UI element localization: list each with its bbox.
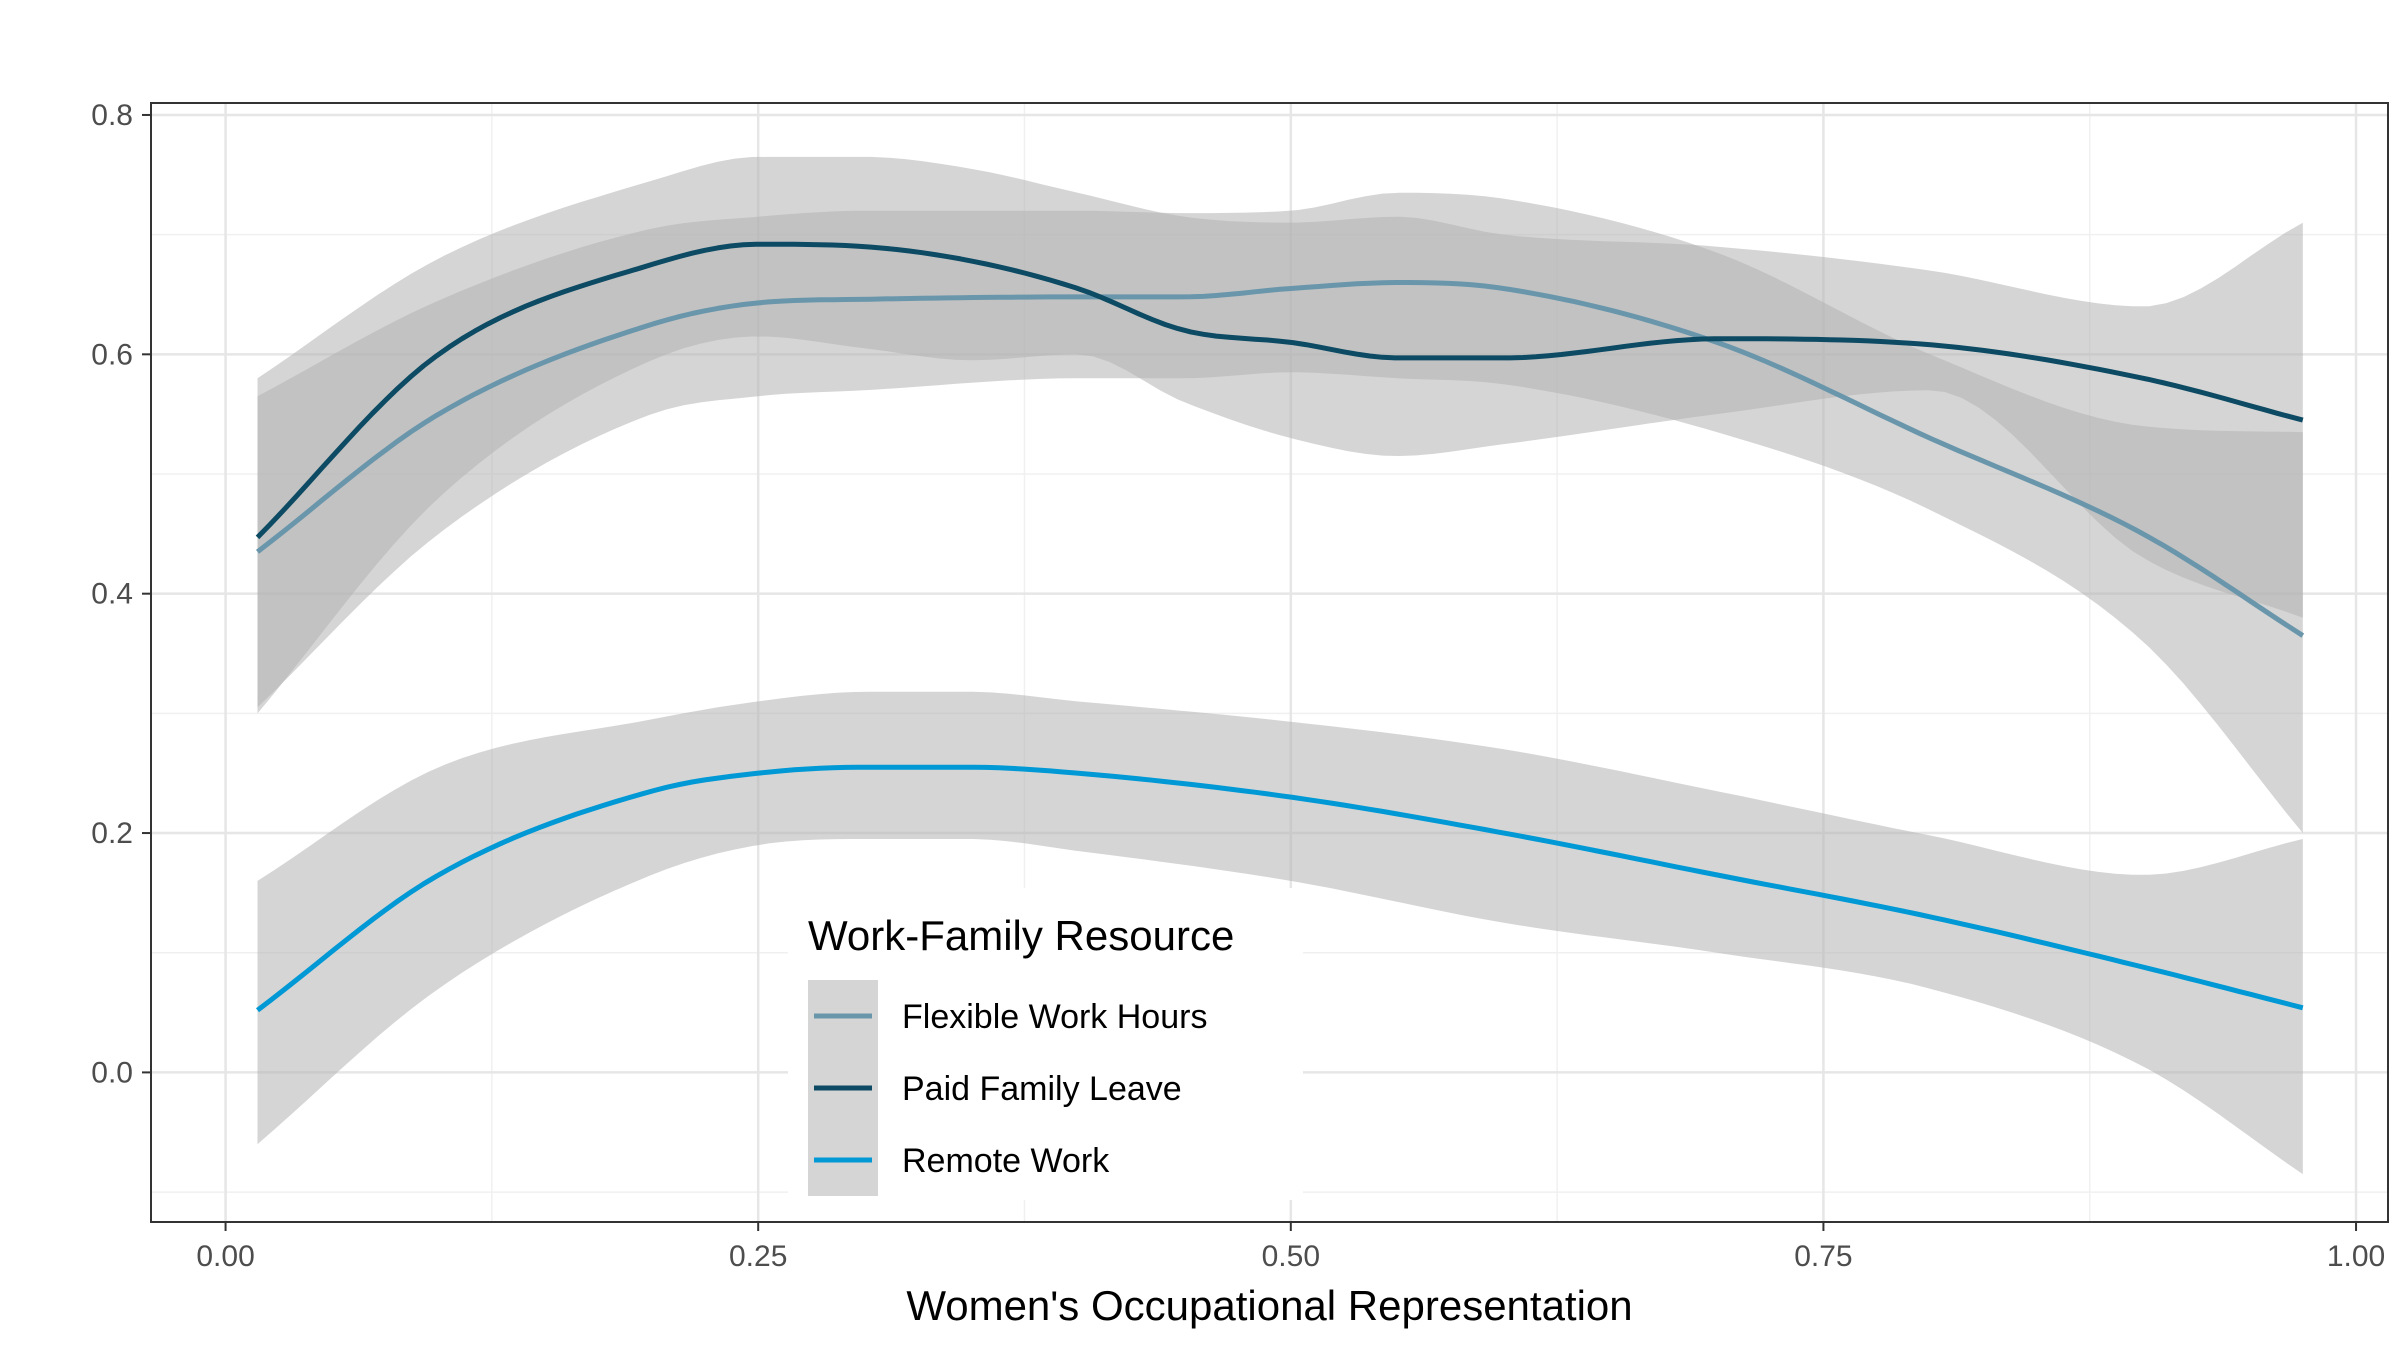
legend-item: Paid Family Leave [808, 1052, 1182, 1124]
x-axis: 0.00 0.25 0.50 0.75 1.00 [196, 1222, 2385, 1273]
plot-panel-border [150, 102, 2389, 1223]
y-tick-label: 0.4 [91, 578, 133, 611]
legend-item: Flexible Work Hours [808, 980, 1207, 1052]
y-tick-label: 0.8 [91, 99, 133, 132]
y-axis: 0.0 0.2 0.4 0.6 0.8 [91, 99, 151, 1089]
x-tick-label: 0.00 [196, 1240, 254, 1273]
series-line [255, 241, 2304, 540]
x-tick-label: 1.00 [2327, 1240, 2385, 1273]
y-tick-label: 0.6 [91, 338, 133, 371]
confidence-ribbons [257, 156, 2303, 1175]
series-lines [255, 241, 2305, 1013]
y-tick-label: 0.2 [91, 817, 133, 850]
legend-items: Flexible Work Hours Paid Family Leave Remo… [808, 980, 1207, 1196]
x-tick-label: 0.25 [729, 1240, 787, 1273]
legend-label: Remote Work [902, 1142, 1110, 1180]
legend-label: Paid Family Leave [902, 1070, 1182, 1108]
legend-item: Remote Work [808, 1124, 1110, 1196]
series-line [255, 764, 2304, 1013]
confidence-ribbon [257, 691, 2303, 1175]
y-tick-label: 0.0 [91, 1056, 133, 1089]
x-tick-label: 0.50 [1262, 1240, 1320, 1273]
confidence-ribbon [257, 156, 2303, 714]
x-axis-title: Women's Occupational Representation [906, 1282, 1632, 1329]
legend-label: Flexible Work Hours [902, 998, 1207, 1036]
legend: Work-Family Resource Flexible Work Hours… [788, 888, 1303, 1200]
legend-title: Work-Family Resource [808, 912, 1234, 959]
series-line [255, 280, 2305, 638]
x-tick-label: 0.75 [1794, 1240, 1852, 1273]
